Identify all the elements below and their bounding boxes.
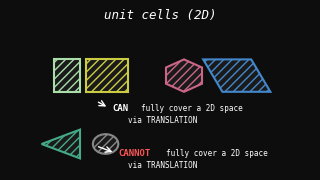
Text: unit cells (2D): unit cells (2D) — [104, 9, 216, 22]
Text: fully cover a 2D space: fully cover a 2D space — [166, 148, 268, 158]
Text: CANNOT: CANNOT — [118, 148, 151, 158]
Polygon shape — [166, 59, 202, 92]
Text: via TRANSLATION: via TRANSLATION — [128, 161, 197, 170]
Text: fully cover a 2D space: fully cover a 2D space — [141, 103, 243, 112]
Polygon shape — [42, 130, 80, 158]
Text: via TRANSLATION: via TRANSLATION — [128, 116, 197, 125]
Polygon shape — [93, 134, 118, 154]
Polygon shape — [86, 59, 128, 92]
Text: CAN: CAN — [112, 103, 128, 112]
Polygon shape — [203, 59, 270, 92]
Polygon shape — [54, 59, 80, 92]
